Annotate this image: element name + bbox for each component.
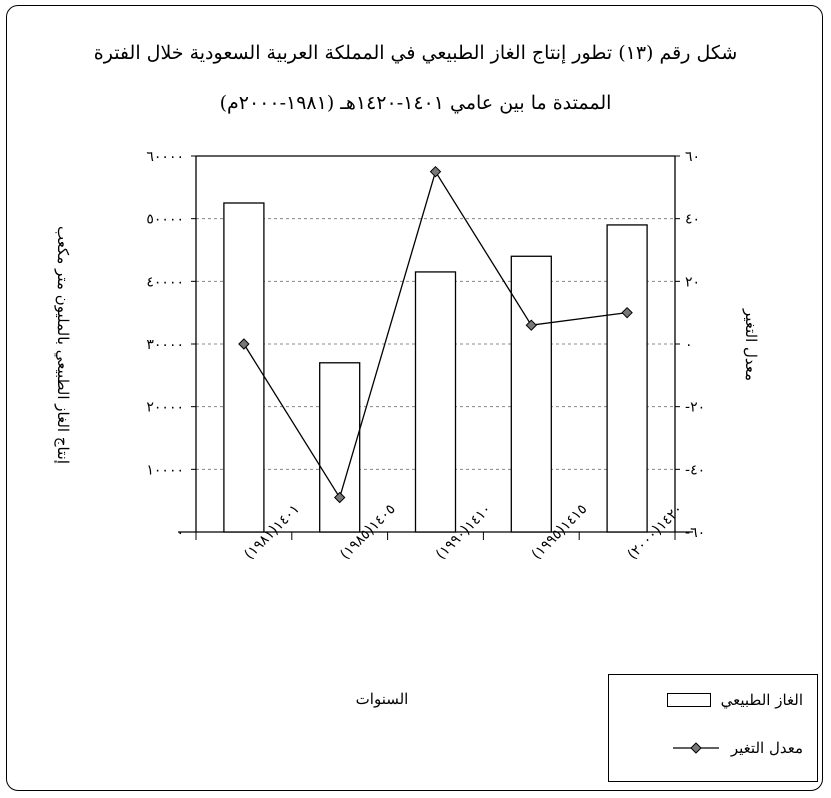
y-tick-label-right: -٤٠ (685, 462, 705, 478)
y-tick-label-left: ٥٠٠٠٠ (146, 212, 184, 228)
y-tick-label-left: ٢٠٠٠٠ (146, 400, 184, 416)
legend-item-change: معدل التغير (671, 739, 803, 757)
figure-frame (6, 5, 823, 791)
point-change-rate-3 (429, 165, 442, 178)
y-axis-title-right: معدل التغير (742, 308, 760, 381)
x-axis-title: السنوات (356, 690, 409, 708)
y-tick-label-left: ٦٠٠٠٠ (146, 149, 184, 165)
y-tick-label-right: ٢٠ (685, 274, 700, 290)
y-tick-label-right: -٦٠ (685, 525, 705, 541)
y-tick-label-left: ٠ (176, 525, 184, 541)
bar-gas-1 (223, 202, 265, 533)
legend-label-change: معدل التغير (730, 739, 803, 757)
point-change-rate-5 (621, 306, 633, 319)
chart-title-line-1: شكل رقم (١٣) تطور إنتاج الغاز الطبيعي في… (93, 42, 738, 64)
bar-gas-3 (414, 271, 457, 533)
legend: الغاز الطبيعي معدل التغير (608, 674, 818, 782)
point-change-rate-1 (238, 338, 250, 350)
legend-bar-swatch (666, 693, 711, 707)
legend-label-gas: الغاز الطبيعي (720, 691, 803, 709)
y-tick-label-right: ٤٠ (685, 212, 700, 228)
legend-line-swatch (672, 742, 719, 754)
y-axis-title-left: إنتاج الغاز الطبيعي بالمليون متر مكعب (54, 226, 72, 464)
y-tick-label-left: ٤٠٠٠٠ (146, 274, 184, 290)
point-change-rate-2 (333, 491, 346, 504)
y-tick-label-right: ٠ (685, 337, 693, 353)
y-tick-label-left: ١٠٠٠٠ (146, 462, 184, 478)
legend-item-gas: الغاز الطبيعي (666, 691, 803, 709)
bar-gas-2 (319, 362, 361, 533)
bar-gas-5 (606, 224, 648, 533)
chart-title-line-2: الممتدة ما بين عامي ١٤٠١-١٤٢٠هـ (١٩٨١-٢٠… (219, 92, 612, 114)
y-tick-label-right: -٢٠ (685, 400, 705, 416)
y-tick-label-right: ٦٠ (685, 149, 700, 165)
point-change-rate-4 (525, 319, 538, 331)
y-tick-label-left: ٣٠٠٠٠ (146, 337, 184, 353)
bar-gas-4 (510, 255, 552, 533)
